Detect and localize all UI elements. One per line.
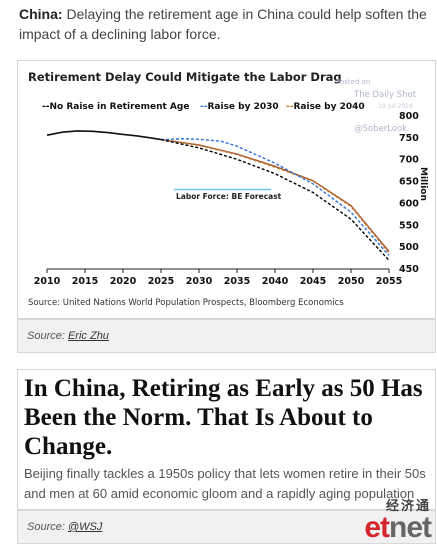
forecast-annotation: Labor Force: BE Forecast xyxy=(176,192,282,201)
figure-caption: Source: Eric Zhu xyxy=(17,319,436,353)
watermark-line-1: Posted on xyxy=(336,78,370,86)
etnet-logo: etnet xyxy=(364,511,432,544)
article-card: In China, Retiring as Early as 50 Has Be… xyxy=(17,369,436,510)
x-tick-label: 2015 xyxy=(72,276,98,287)
x-tick-label: 2050 xyxy=(338,276,365,287)
y-tick-label: 700 xyxy=(399,155,419,166)
caption-prefix: Source: xyxy=(27,330,68,342)
x-tick-label: 2040 xyxy=(262,276,289,287)
caption-author-link[interactable]: Eric Zhu xyxy=(67,330,109,342)
watermark: Posted on The Daily Shot 19-Jul-2024 @So… xyxy=(336,78,417,134)
series-line-4 xyxy=(160,138,390,252)
x-tick-label: 2035 xyxy=(224,276,250,287)
watermark-line-4: @SoberLook xyxy=(354,124,407,134)
x-tick-label: 2045 xyxy=(300,276,326,287)
y-tick-label: 500 xyxy=(399,242,419,253)
chart-title: Retirement Delay Could Mitigate the Labo… xyxy=(28,70,342,84)
x-tick-label: 2025 xyxy=(148,276,174,287)
plot-area: 2010 2015 2020 2025 2030 2035 2040 2045 2050 2055… xyxy=(34,111,419,287)
y-tick-label: 450 xyxy=(399,264,419,275)
watermark-line-2: The Daily Shot xyxy=(353,90,417,100)
chart-source: Source: United Nations World Population … xyxy=(28,298,344,308)
intro-label: China: xyxy=(19,6,63,22)
caption-source-link[interactable]: @WSJ xyxy=(67,521,103,533)
etnet-chinese-name: 经济通 xyxy=(385,498,431,513)
labor-force-chart: Retirement Delay Could Mitigate the Labo… xyxy=(28,70,428,308)
x-tick-label: 2055 xyxy=(376,276,402,287)
y-tick-label: 750 xyxy=(399,133,419,144)
caption-prefix: Source: xyxy=(27,521,68,533)
etnet-watermark: 经济通 etnet xyxy=(364,495,432,544)
legend-raise-2030: --Raise by 2030 xyxy=(200,102,279,112)
x-tick-label: 2020 xyxy=(110,276,137,287)
article-headline[interactable]: In China, Retiring as Early as 50 Has Be… xyxy=(24,375,423,460)
y-tick-label: 650 xyxy=(399,177,419,188)
article-subhead: Beijing finally tackles a 1950s policy t… xyxy=(24,466,426,501)
x-tick-label: 2010 xyxy=(34,276,61,287)
chart-figure: Retirement Delay Could Mitigate the Labo… xyxy=(17,60,436,319)
etnet-logo-et: et xyxy=(364,511,390,544)
legend-raise-2040: --Raise by 2040 xyxy=(286,102,365,112)
series-line-1 xyxy=(160,137,390,256)
series-line-2 xyxy=(160,138,390,254)
etnet-logo-net: net xyxy=(389,511,432,544)
y-tick-label: 800 xyxy=(399,111,419,122)
x-tick-label: 2030 xyxy=(186,276,213,287)
intro-text: Delaying the retirement age in China cou… xyxy=(19,6,427,42)
series-line-3 xyxy=(46,130,162,141)
y-tick-label: 600 xyxy=(399,198,419,209)
chart-legend: --No Raise in Retirement Age --Raise by … xyxy=(42,102,365,112)
intro-paragraph: China: Delaying the retirement age in Ch… xyxy=(19,4,429,44)
y-axis-label: Million xyxy=(418,167,428,201)
watermark-line-3: 19-Jul-2024 xyxy=(378,103,413,110)
y-tick-label: 550 xyxy=(399,220,419,231)
legend-no-raise: --No Raise in Retirement Age xyxy=(42,102,189,112)
